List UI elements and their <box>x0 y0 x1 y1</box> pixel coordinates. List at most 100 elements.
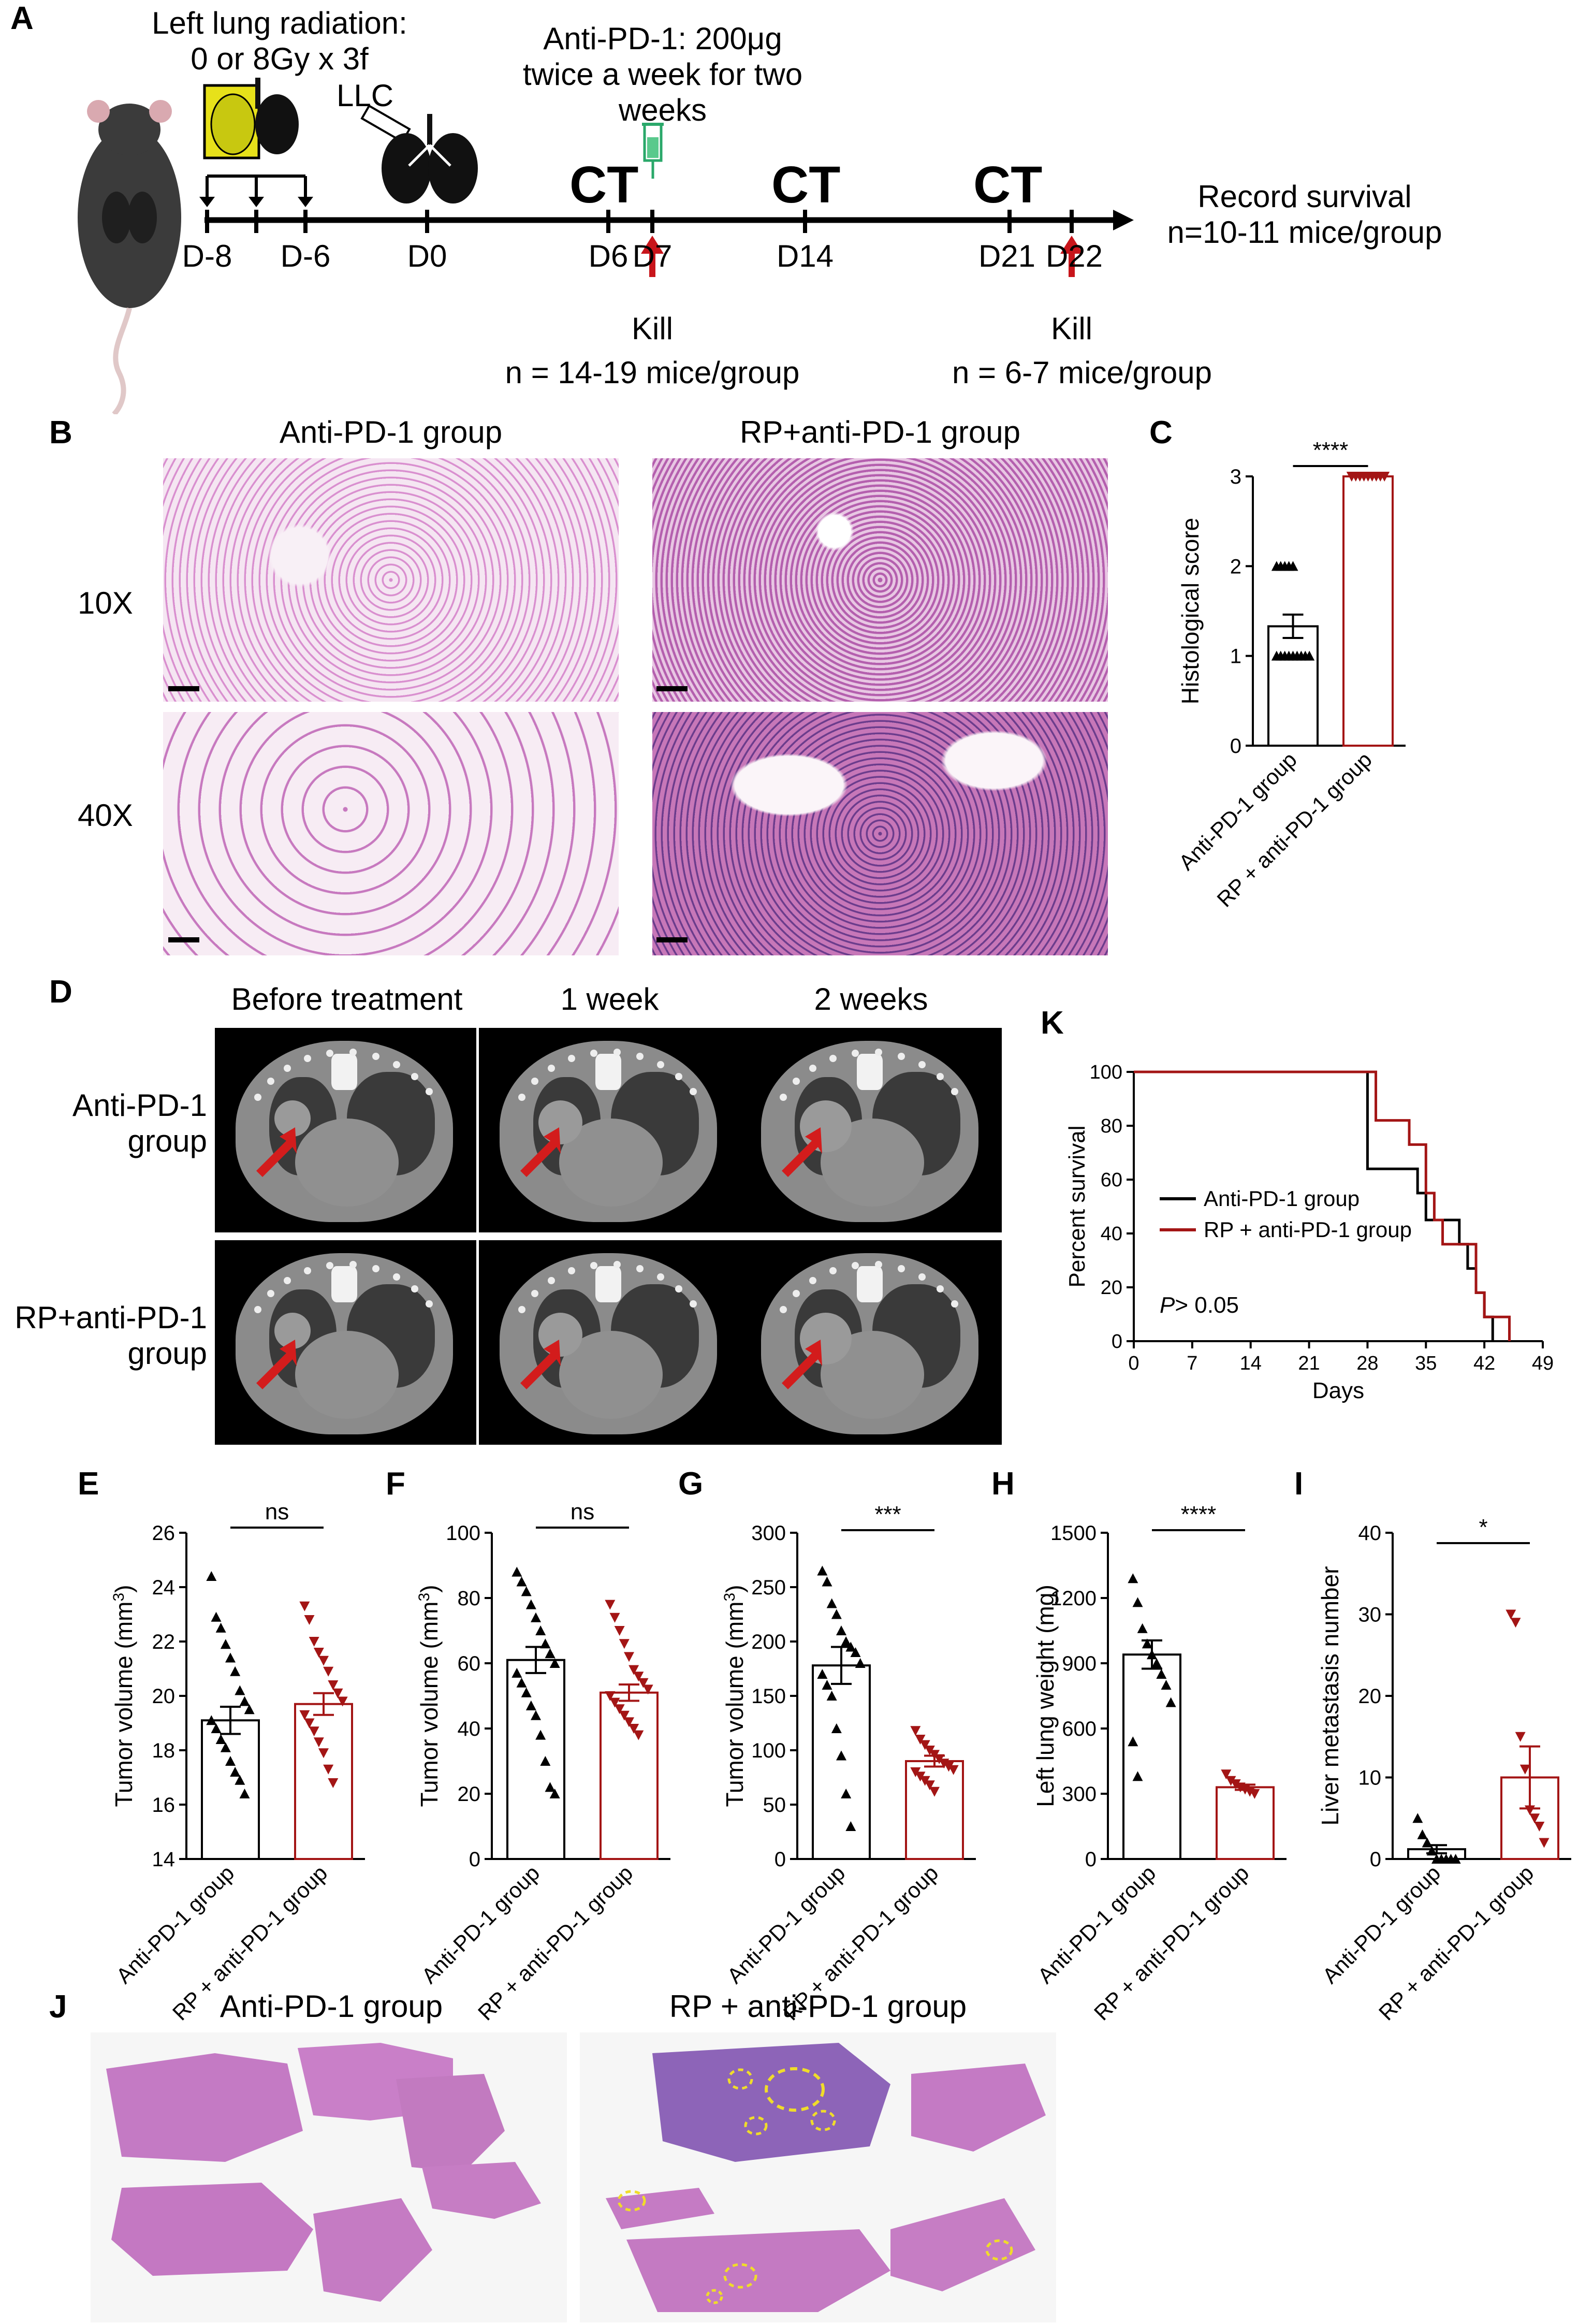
data-point <box>304 1718 315 1729</box>
y-axis-label: Tumor volume (mm3) <box>416 1585 443 1807</box>
data-point <box>915 1735 926 1745</box>
x-tick-label: 42 <box>1473 1353 1495 1374</box>
data-point <box>817 1669 828 1679</box>
x-tick-label: 49 <box>1532 1353 1554 1374</box>
scale-bar <box>168 937 199 942</box>
y-tick-label: 30 <box>1358 1604 1382 1626</box>
timeline-arrowhead <box>1113 210 1134 230</box>
data-point <box>545 1782 556 1792</box>
data-point <box>1249 1789 1260 1799</box>
data-point <box>549 1658 560 1668</box>
y-tick-label: 150 <box>751 1685 786 1708</box>
data-point <box>540 1756 551 1766</box>
data-point <box>841 1789 852 1798</box>
x-tick-label: 21 <box>1298 1353 1320 1374</box>
y-tick-label: 0 <box>469 1848 480 1871</box>
data-point <box>1128 1573 1138 1584</box>
data-point <box>614 1626 625 1636</box>
timeline-diagram <box>78 78 1134 414</box>
data-point <box>1379 472 1390 482</box>
ct-row-rp-anti-pd1: RP+anti-PD-1 group <box>14 1300 207 1371</box>
data-point <box>206 1715 217 1725</box>
histology-col-2-title: RP+anti-PD-1 group <box>740 415 1020 449</box>
data-point <box>332 1688 343 1698</box>
data-point <box>225 1756 236 1766</box>
legend-label: RP + anti-PD-1 group <box>1204 1217 1412 1242</box>
data-point <box>609 1613 620 1623</box>
y-tick-label: 1500 <box>1050 1522 1097 1545</box>
panel-label-c: C <box>1149 415 1173 451</box>
data-point <box>521 1586 532 1596</box>
data-point <box>624 1717 634 1727</box>
liver-col-1-title: Anti-PD-1 group <box>220 1989 443 2024</box>
data-point <box>531 1612 541 1622</box>
data-point <box>831 1609 842 1619</box>
day-d-6: D-6 <box>280 239 331 273</box>
data-point <box>220 1639 231 1649</box>
panel-label-h: H <box>991 1466 1015 1502</box>
data-point <box>614 1704 625 1715</box>
data-point <box>535 1730 546 1740</box>
y-tick-label: 900 <box>1062 1652 1097 1675</box>
ct-scan-image <box>740 1028 1002 1232</box>
data-point <box>1515 1732 1526 1742</box>
day-d0: D0 <box>407 239 447 273</box>
liver-section-anti-pd1 <box>91 2032 567 2322</box>
day-d-8: D-8 <box>182 239 232 273</box>
bar <box>1267 625 1319 747</box>
y-tick-label: 100 <box>446 1522 480 1545</box>
data-point <box>1151 1658 1162 1668</box>
liver-section-rp-anti-pd1 <box>580 2032 1056 2322</box>
data-point <box>1519 1764 1530 1775</box>
data-point <box>521 1687 532 1697</box>
data-point <box>1412 1813 1423 1823</box>
ct-scan-image <box>740 1240 1002 1445</box>
data-point <box>323 1666 334 1677</box>
llc-label: LLC <box>337 78 394 113</box>
x-tick-label: 28 <box>1356 1353 1378 1374</box>
data-point <box>1225 1776 1236 1786</box>
data-point <box>299 1601 310 1611</box>
data-point <box>1510 1618 1521 1628</box>
y-tick-label: 3 <box>1230 466 1241 488</box>
data-point <box>516 1576 527 1587</box>
y-tick-label: 300 <box>751 1522 786 1545</box>
data-point <box>309 1637 319 1647</box>
ct-label-3: CT <box>973 156 1043 214</box>
data-point <box>633 1730 644 1740</box>
y-tick-label: 50 <box>763 1794 786 1817</box>
data-point <box>1165 1697 1176 1707</box>
y-tick-label: 250 <box>751 1576 786 1599</box>
data-point <box>1539 1838 1550 1848</box>
ct-col-2-weeks: 2 weeks <box>814 982 928 1016</box>
data-point <box>211 1611 222 1622</box>
y-tick-label: 60 <box>1101 1169 1122 1191</box>
data-point <box>235 1685 245 1695</box>
bar <box>1122 1653 1181 1860</box>
data-point <box>1288 561 1298 571</box>
data-point <box>206 1571 217 1581</box>
data-point <box>1506 1609 1516 1620</box>
data-point <box>318 1655 329 1666</box>
y-tick-label: 0 <box>1230 735 1241 758</box>
y-tick-label: 80 <box>1101 1115 1122 1137</box>
data-point <box>525 1599 536 1609</box>
y-tick-label: 0 <box>1370 1848 1381 1871</box>
x-axis-label: Days <box>1312 1378 1364 1403</box>
histology-anti-pd1-10x <box>163 458 619 702</box>
y-tick-label: 0 <box>1085 1848 1097 1871</box>
data-point <box>225 1652 236 1663</box>
scale-bar <box>656 686 688 691</box>
ct-scan-image <box>215 1028 476 1232</box>
p-value-annotation: P> 0.05 <box>1160 1292 1239 1318</box>
chart-survival-curve: 0 20 40 60 80 100 0 7 14 21 28 35 42 49 Days Percent su… <box>1064 1062 1554 1403</box>
ct-scan-image <box>479 1240 740 1445</box>
y-tick-label: 22 <box>152 1631 176 1653</box>
significance-label: ns <box>265 1499 289 1524</box>
panel-label-i: I <box>1294 1466 1304 1502</box>
y-tick-label: 10 <box>1358 1767 1382 1790</box>
data-point <box>817 1565 828 1576</box>
y-tick-label: 16 <box>152 1794 176 1817</box>
